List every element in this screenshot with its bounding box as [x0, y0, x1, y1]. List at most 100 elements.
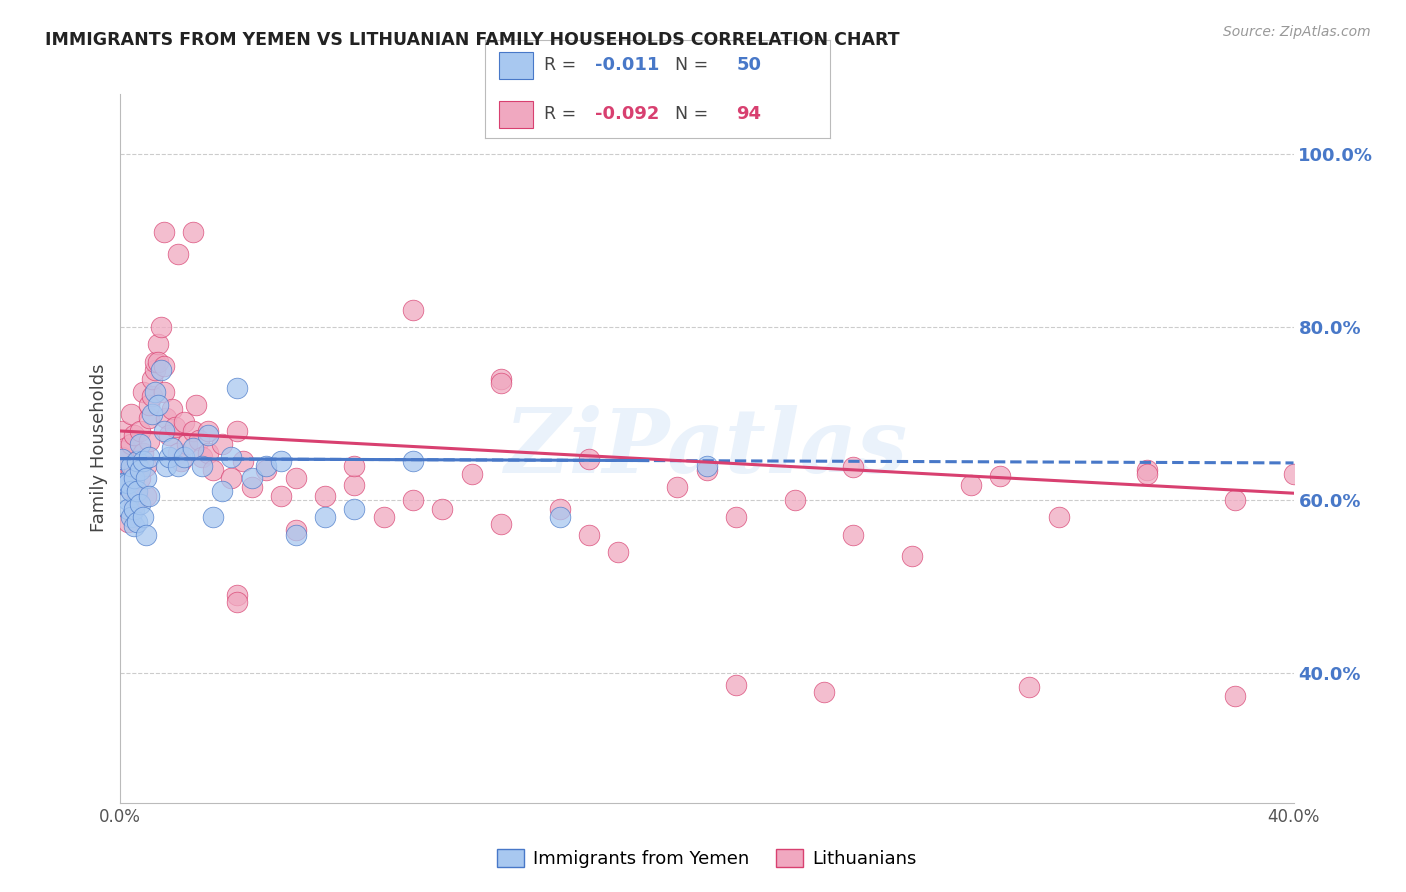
Point — [122, 463, 145, 477]
Point — [432, 501, 454, 516]
Point — [460, 467, 484, 482]
Bar — [499, 101, 533, 128]
Point — [173, 450, 195, 464]
Point — [143, 355, 166, 369]
Point — [187, 433, 209, 447]
Point — [783, 493, 806, 508]
Point — [143, 384, 166, 399]
Point — [240, 480, 263, 494]
Text: -0.011: -0.011 — [595, 56, 659, 74]
Point — [1047, 510, 1070, 524]
Point — [132, 454, 155, 468]
Point — [1223, 689, 1246, 703]
Point — [202, 510, 225, 524]
Point — [167, 445, 190, 459]
Point — [1136, 463, 1159, 477]
Point — [120, 407, 142, 421]
Text: Source: ZipAtlas.com: Source: ZipAtlas.com — [1223, 25, 1371, 39]
Point — [146, 398, 169, 412]
Point — [157, 428, 180, 442]
Point — [127, 484, 149, 499]
Point — [343, 501, 366, 516]
Point — [402, 302, 425, 317]
Point — [225, 595, 249, 609]
Point — [120, 458, 142, 473]
Point — [225, 588, 249, 602]
Point — [129, 437, 152, 451]
Point — [402, 493, 425, 508]
Point — [284, 471, 307, 485]
Point — [120, 463, 142, 477]
Point — [284, 524, 307, 538]
Text: N =: N = — [664, 56, 714, 74]
Point — [111, 424, 134, 438]
Point — [170, 454, 193, 468]
Point — [117, 493, 139, 508]
Point — [578, 527, 600, 541]
Point — [343, 477, 366, 491]
Point — [402, 454, 425, 468]
Point — [901, 549, 924, 564]
Point — [197, 424, 219, 438]
Point — [548, 501, 571, 516]
Point — [127, 515, 149, 529]
Point — [578, 451, 600, 466]
Point — [138, 398, 160, 412]
Point — [111, 450, 134, 464]
Text: R =: R = — [544, 105, 581, 123]
Point — [129, 424, 152, 438]
Point — [1282, 467, 1305, 482]
Point — [152, 225, 174, 239]
Text: 94: 94 — [737, 105, 762, 123]
Point — [1018, 680, 1040, 694]
Point — [314, 510, 336, 524]
Point — [146, 355, 169, 369]
Point — [1223, 493, 1246, 508]
Point — [724, 510, 747, 524]
Point — [373, 510, 395, 524]
Point — [162, 442, 184, 456]
Point — [141, 407, 163, 421]
Point — [149, 320, 172, 334]
Point — [724, 678, 747, 692]
Point — [114, 475, 136, 490]
Text: ZiPatlas: ZiPatlas — [505, 405, 908, 491]
Point — [117, 480, 139, 494]
Point — [122, 428, 145, 442]
Legend: Immigrants from Yemen, Lithuanians: Immigrants from Yemen, Lithuanians — [489, 841, 924, 875]
Point — [111, 475, 134, 490]
Point — [114, 471, 136, 485]
Point — [197, 428, 219, 442]
Point — [117, 515, 139, 529]
Point — [181, 442, 204, 456]
Point — [696, 458, 718, 473]
Point — [129, 498, 152, 512]
Point — [607, 545, 630, 559]
Bar — [499, 52, 533, 79]
Point — [696, 463, 718, 477]
Point — [143, 363, 166, 377]
Point — [284, 527, 307, 541]
Point — [489, 517, 512, 532]
Point — [141, 389, 163, 403]
Point — [270, 454, 292, 468]
Point — [138, 450, 160, 464]
Point — [138, 434, 160, 449]
Point — [127, 454, 149, 468]
Point — [114, 442, 136, 456]
Point — [181, 225, 204, 239]
Point — [129, 463, 152, 477]
Point — [122, 471, 145, 485]
Point — [120, 484, 142, 499]
Point — [666, 480, 689, 494]
Point — [176, 437, 198, 451]
Point — [135, 489, 157, 503]
Point — [842, 460, 865, 475]
Point — [225, 424, 249, 438]
Text: 50: 50 — [737, 56, 762, 74]
Point — [254, 458, 277, 473]
Point — [111, 451, 134, 466]
Point — [181, 424, 204, 438]
Point — [146, 337, 169, 351]
Point — [173, 415, 195, 429]
